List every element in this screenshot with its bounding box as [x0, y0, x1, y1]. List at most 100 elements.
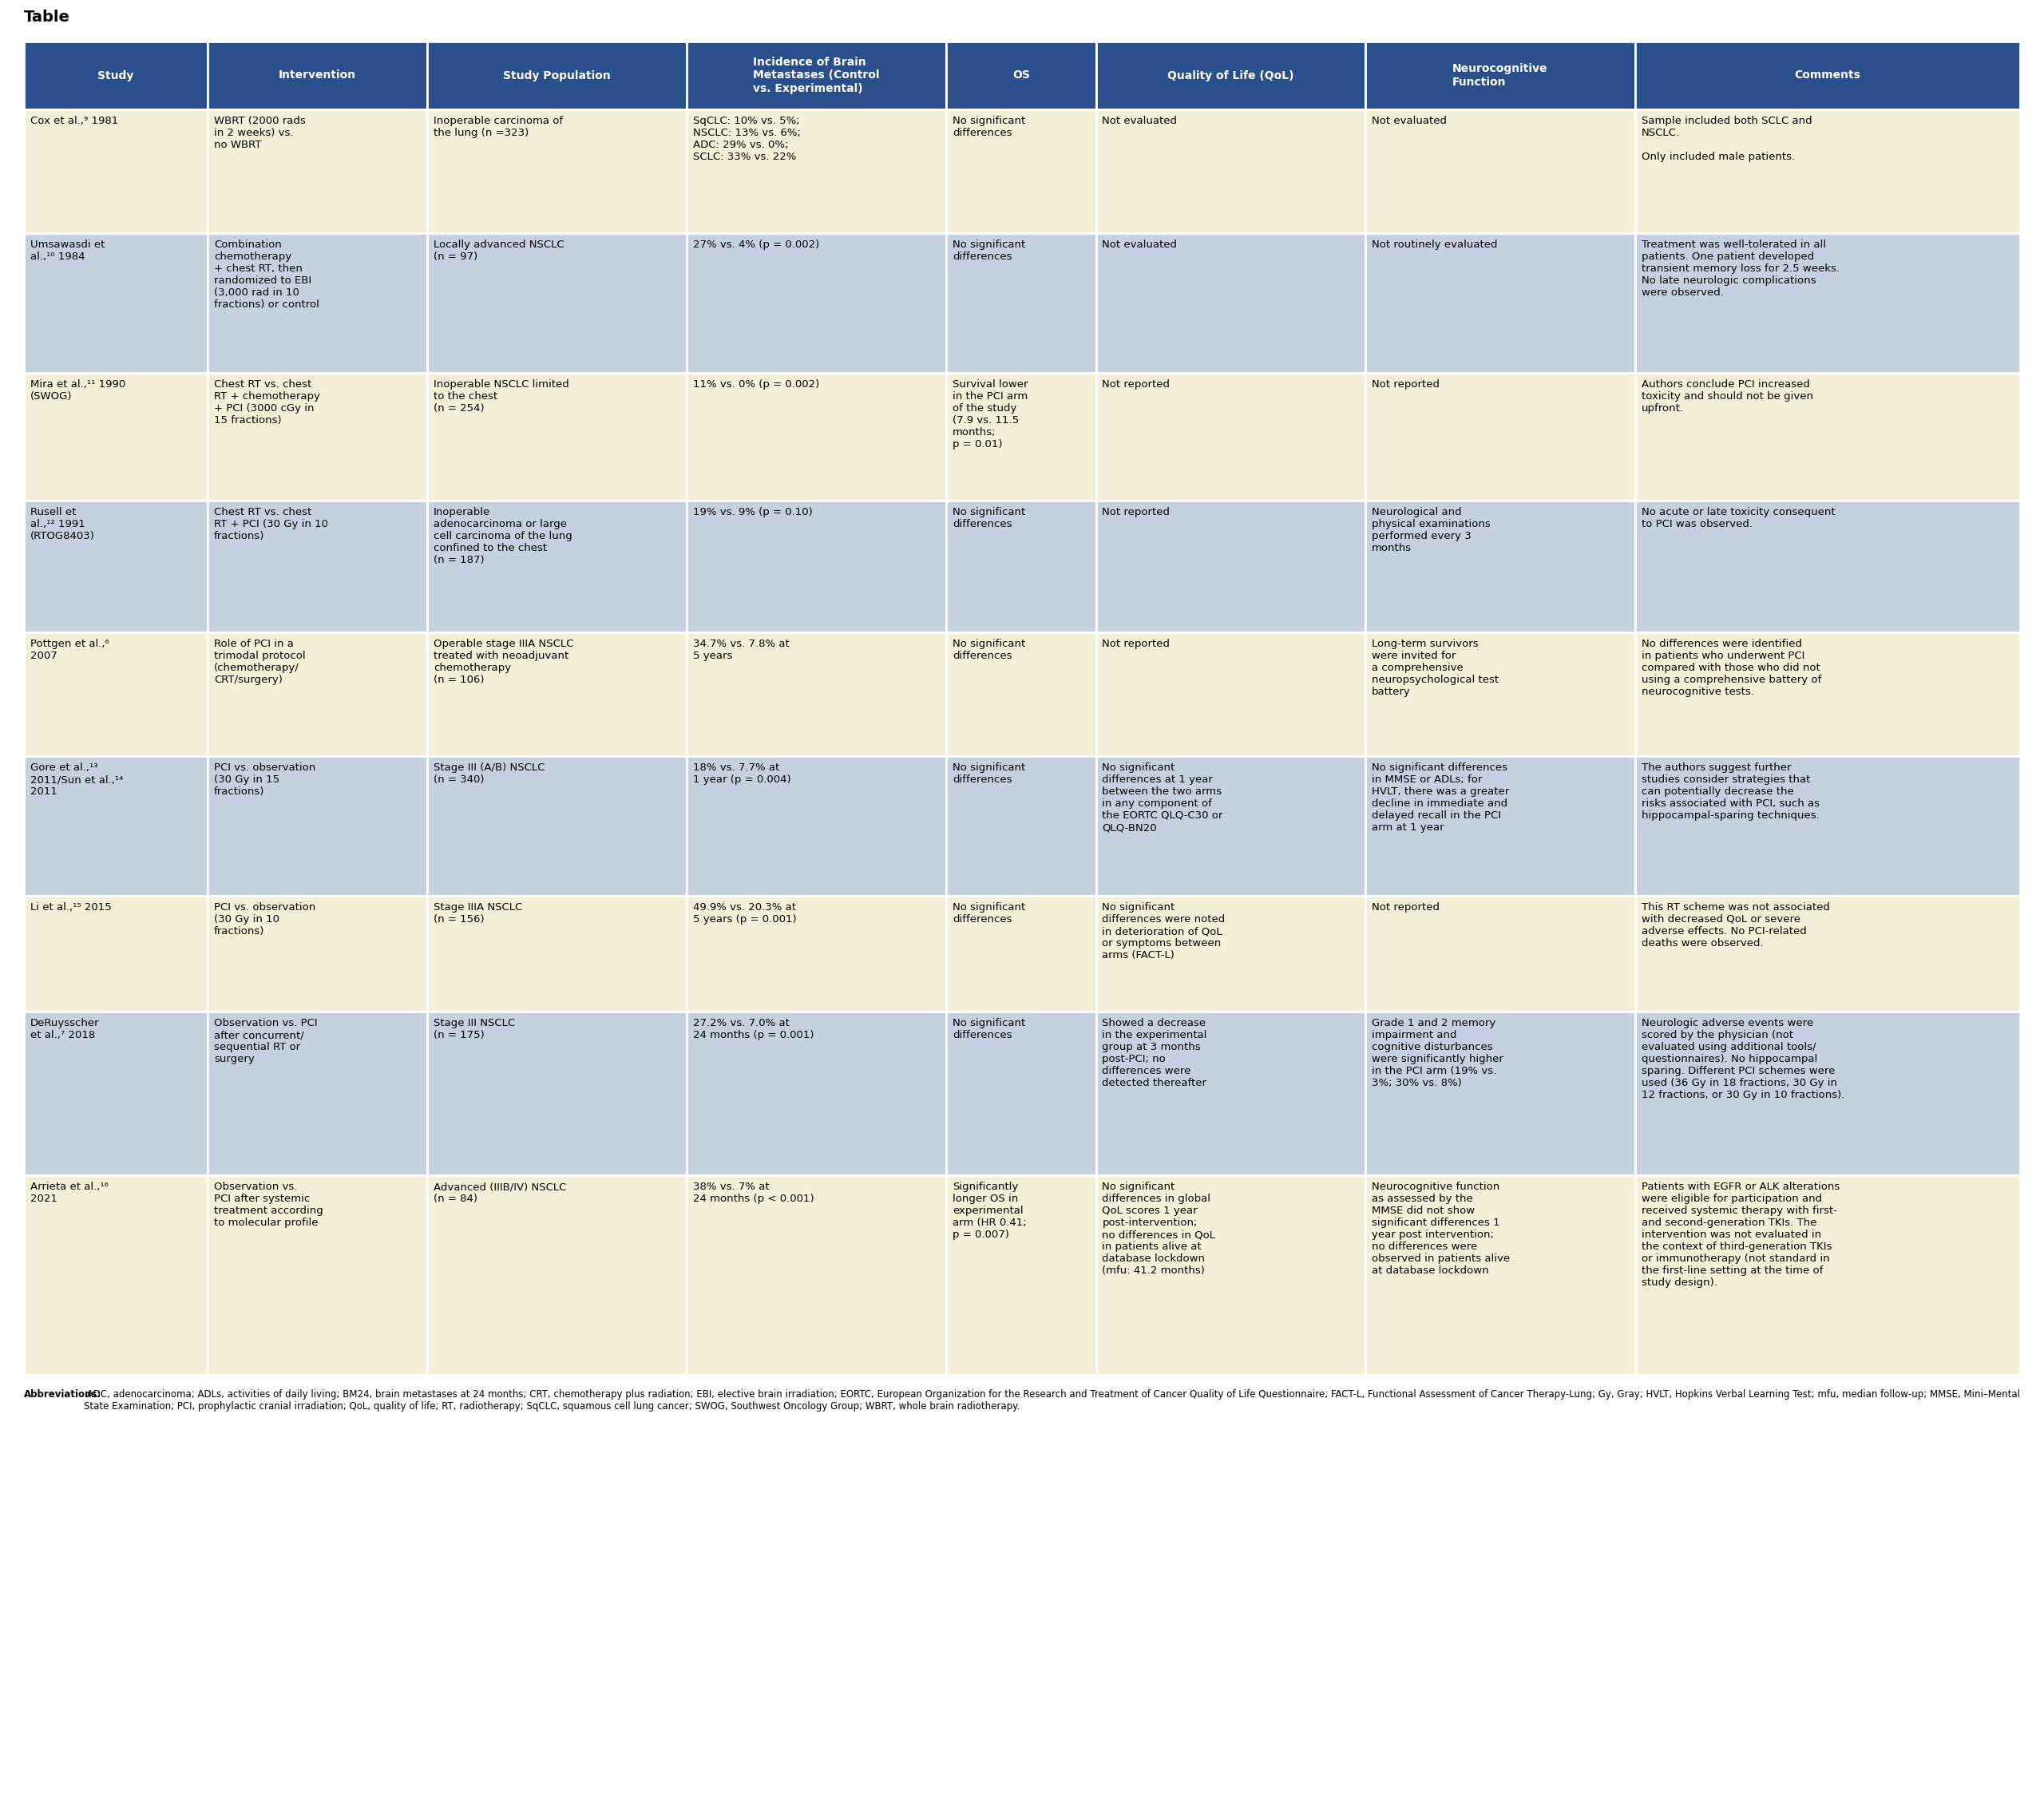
Bar	[946, 895, 1096, 1012]
Bar	[25, 41, 208, 109]
Bar	[1365, 895, 1635, 1012]
Text: Patients with EGFR or ALK alterations
were eligible for participation and
receiv: Patients with EGFR or ALK alterations we…	[1641, 1182, 1840, 1288]
Text: 18% vs. 7.7% at
1 year (p = 0.004): 18% vs. 7.7% at 1 year (p = 0.004)	[693, 762, 791, 784]
Text: Chest RT vs. chest
RT + chemotherapy
+ PCI (3000 cGy in
15 fractions): Chest RT vs. chest RT + chemotherapy + P…	[215, 379, 321, 425]
Text: No differences were identified
in patients who underwent PCI
compared with those: No differences were identified in patien…	[1641, 639, 1821, 698]
Text: Neurologic adverse events were
scored by the physician (not
evaluated using addi: Neurologic adverse events were scored by…	[1641, 1017, 1844, 1100]
Text: Treatment was well-tolerated in all
patients. One patient developed
transient me: Treatment was well-tolerated in all pati…	[1641, 240, 1840, 298]
Text: Neurocognitive function
as assessed by the
MMSE did not show
significant differe: Neurocognitive function as assessed by t…	[1372, 1182, 1511, 1276]
Text: Comments: Comments	[1795, 70, 1860, 81]
Bar	[25, 895, 208, 1012]
Bar	[687, 631, 946, 755]
Bar	[687, 501, 946, 631]
Text: No significant
differences: No significant differences	[953, 240, 1026, 262]
Bar	[25, 373, 208, 501]
Bar	[1365, 109, 1635, 233]
Bar	[1635, 1175, 2019, 1374]
Text: No significant
differences: No significant differences	[953, 508, 1026, 529]
Bar	[687, 233, 946, 373]
Bar	[1096, 373, 1365, 501]
Text: WBRT (2000 rads
in 2 weeks) vs.
no WBRT: WBRT (2000 rads in 2 weeks) vs. no WBRT	[215, 117, 307, 151]
Bar	[946, 755, 1096, 895]
Text: Abbreviations:: Abbreviations:	[25, 1389, 102, 1399]
Text: Not routinely evaluated: Not routinely evaluated	[1372, 240, 1498, 249]
Bar	[427, 895, 687, 1012]
Bar	[25, 1175, 208, 1374]
Bar	[1365, 755, 1635, 895]
Bar	[1096, 895, 1365, 1012]
Text: Not evaluated: Not evaluated	[1102, 240, 1177, 249]
Bar	[208, 501, 427, 631]
Bar	[25, 233, 208, 373]
Text: No significant
differences: No significant differences	[953, 1017, 1026, 1041]
Bar	[687, 109, 946, 233]
Bar	[427, 755, 687, 895]
Text: Intervention: Intervention	[278, 70, 356, 81]
Text: No significant
differences in global
QoL scores 1 year
post-intervention;
no dif: No significant differences in global QoL…	[1102, 1182, 1216, 1276]
Bar	[946, 41, 1096, 109]
Text: 49.9% vs. 20.3% at
5 years (p = 0.001): 49.9% vs. 20.3% at 5 years (p = 0.001)	[693, 902, 797, 924]
Bar	[1635, 501, 2019, 631]
Text: No significant
differences: No significant differences	[953, 762, 1026, 784]
Text: No significant
differences were noted
in deterioration of QoL
or symptoms betwee: No significant differences were noted in…	[1102, 902, 1226, 960]
Bar	[427, 631, 687, 755]
Text: Quality of Life (QoL): Quality of Life (QoL)	[1167, 70, 1294, 81]
Text: Stage III (A/B) NSCLC
(n = 340): Stage III (A/B) NSCLC (n = 340)	[433, 762, 546, 784]
Bar	[25, 109, 208, 233]
Bar	[1635, 755, 2019, 895]
Bar	[946, 373, 1096, 501]
Bar	[427, 1175, 687, 1374]
Bar	[1096, 501, 1365, 631]
Bar	[208, 895, 427, 1012]
Bar	[687, 755, 946, 895]
Text: Grade 1 and 2 memory
impairment and
cognitive disturbances
were significantly hi: Grade 1 and 2 memory impairment and cogn…	[1372, 1017, 1502, 1089]
Bar	[1365, 1012, 1635, 1175]
Bar	[427, 373, 687, 501]
Bar	[946, 233, 1096, 373]
Text: Mira et al.,¹¹ 1990
(SWOG): Mira et al.,¹¹ 1990 (SWOG)	[31, 379, 125, 402]
Text: Inoperable carcinoma of
the lung (n =323): Inoperable carcinoma of the lung (n =323…	[433, 117, 562, 138]
Bar	[687, 41, 946, 109]
Text: Gore et al.,¹³
2011/Sun et al.,¹⁴
2011: Gore et al.,¹³ 2011/Sun et al.,¹⁴ 2011	[31, 762, 123, 797]
Bar	[1365, 41, 1635, 109]
Bar	[1365, 373, 1635, 501]
Text: Study Population: Study Population	[503, 70, 611, 81]
Text: Pottgen et al.,⁶
2007: Pottgen et al.,⁶ 2007	[31, 639, 108, 660]
Bar	[946, 631, 1096, 755]
Bar	[427, 41, 687, 109]
Bar	[208, 631, 427, 755]
Text: This RT scheme was not associated
with decreased QoL or severe
adverse effects. : This RT scheme was not associated with d…	[1641, 902, 1829, 949]
Bar	[946, 109, 1096, 233]
Bar	[1365, 233, 1635, 373]
Text: PCI vs. observation
(30 Gy in 10
fractions): PCI vs. observation (30 Gy in 10 fractio…	[215, 902, 315, 936]
Text: Significantly
longer OS in
experimental
arm (HR 0.41;
p = 0.007): Significantly longer OS in experimental …	[953, 1182, 1026, 1240]
Text: 27% vs. 4% (p = 0.002): 27% vs. 4% (p = 0.002)	[693, 240, 820, 249]
Bar	[25, 1012, 208, 1175]
Bar	[208, 1175, 427, 1374]
Text: 34.7% vs. 7.8% at
5 years: 34.7% vs. 7.8% at 5 years	[693, 639, 789, 660]
Bar	[1365, 631, 1635, 755]
Bar	[1096, 109, 1365, 233]
Bar	[208, 41, 427, 109]
Bar	[1096, 631, 1365, 755]
Bar	[208, 233, 427, 373]
Text: No significant
differences at 1 year
between the two arms
in any component of
th: No significant differences at 1 year bet…	[1102, 762, 1222, 832]
Bar	[1635, 373, 2019, 501]
Text: Role of PCI in a
trimodal protocol
(chemotherapy/
CRT/surgery): Role of PCI in a trimodal protocol (chem…	[215, 639, 305, 685]
Text: Cox et al.,⁹ 1981: Cox et al.,⁹ 1981	[31, 117, 119, 126]
Bar	[1635, 41, 2019, 109]
Text: Authors conclude PCI increased
toxicity and should not be given
upfront.: Authors conclude PCI increased toxicity …	[1641, 379, 1813, 414]
Bar	[208, 373, 427, 501]
Text: Not evaluated: Not evaluated	[1102, 117, 1177, 126]
Bar	[427, 501, 687, 631]
Bar	[687, 1175, 946, 1374]
Bar	[1096, 233, 1365, 373]
Bar	[1096, 1175, 1365, 1374]
Text: Observation vs.
PCI after systemic
treatment according
to molecular profile: Observation vs. PCI after systemic treat…	[215, 1182, 323, 1227]
Text: Study: Study	[98, 70, 135, 81]
Text: Inoperable NSCLC limited
to the chest
(n = 254): Inoperable NSCLC limited to the chest (n…	[433, 379, 568, 414]
Text: Rusell et
al.,¹² 1991
(RTOG8403): Rusell et al.,¹² 1991 (RTOG8403)	[31, 508, 94, 542]
Text: Not reported: Not reported	[1372, 902, 1439, 913]
Text: Long-term survivors
were invited for
a comprehensive
neuropsychological test
bat: Long-term survivors were invited for a c…	[1372, 639, 1498, 698]
Text: Showed a decrease
in the experimental
group at 3 months
post-PCI; no
differences: Showed a decrease in the experimental gr…	[1102, 1017, 1208, 1089]
